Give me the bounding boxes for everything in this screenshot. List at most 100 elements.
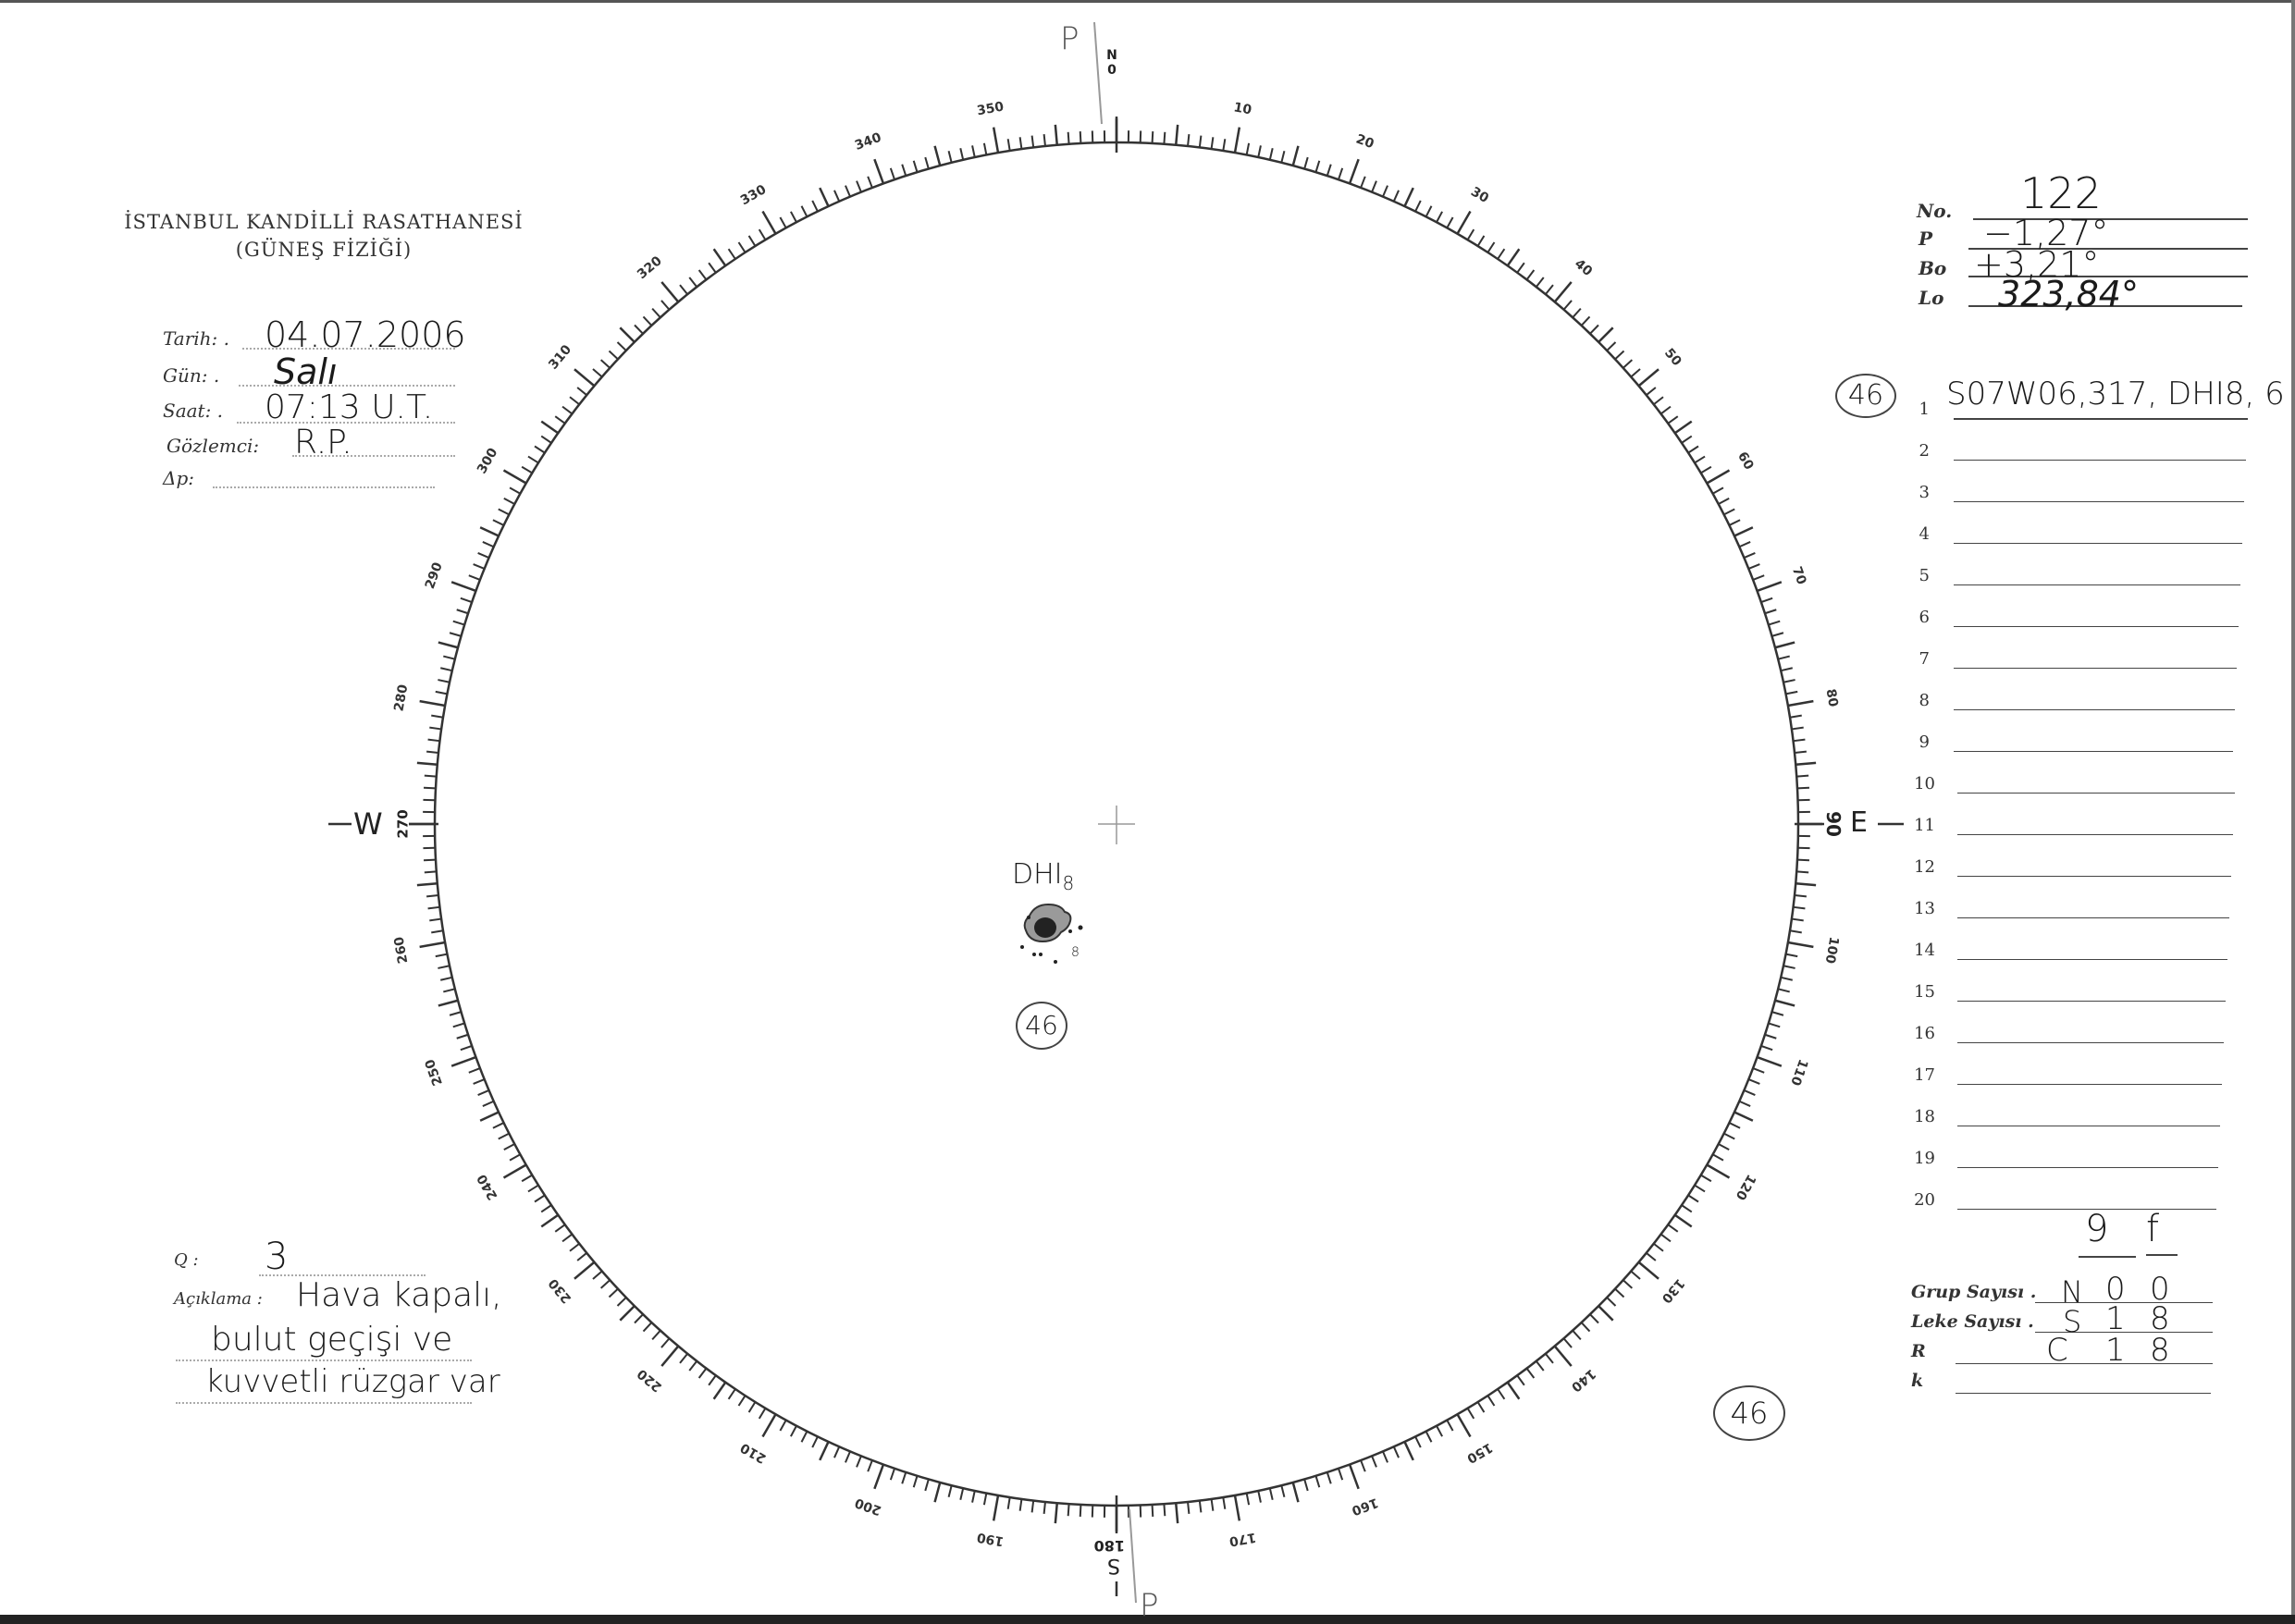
degree-tick bbox=[737, 1395, 746, 1407]
degree-tick bbox=[492, 1122, 505, 1129]
degree-tick bbox=[423, 786, 437, 790]
degree-tick bbox=[1280, 151, 1286, 164]
degree-tick bbox=[947, 1484, 953, 1497]
degree-tick bbox=[1414, 200, 1422, 213]
degree-tick bbox=[679, 284, 688, 295]
date-value[interactable]: 04.07.2006 bbox=[265, 314, 466, 355]
degree-tick bbox=[1487, 241, 1496, 253]
degree-tick bbox=[651, 1330, 661, 1341]
bo-value[interactable]: +3,21° bbox=[1974, 244, 2100, 285]
degree-tick bbox=[1768, 620, 1781, 626]
degree-tick bbox=[1774, 999, 1795, 1007]
spot-count-label: Leke Sayısı . bbox=[1911, 1311, 2034, 1332]
degree-label: 50 bbox=[1661, 346, 1684, 369]
degree-tick bbox=[1783, 679, 1795, 683]
degree-tick bbox=[901, 1471, 907, 1484]
degree-tick bbox=[1545, 284, 1554, 295]
degree-tick bbox=[1476, 235, 1486, 247]
degree-tick bbox=[1257, 1490, 1262, 1503]
degree-tick bbox=[1280, 1484, 1286, 1497]
degree-tick bbox=[737, 241, 746, 253]
scan-border-right bbox=[2291, 0, 2295, 1624]
group-line-number: 10 bbox=[1914, 774, 1935, 794]
degree-tick bbox=[1768, 1022, 1781, 1028]
degree-tick bbox=[1660, 1233, 1672, 1243]
p-axis-line-bottom bbox=[1129, 1508, 1137, 1604]
degree-tick bbox=[1718, 1143, 1730, 1150]
degree-tick bbox=[1043, 134, 1046, 147]
degree-label: 220 bbox=[635, 1366, 665, 1395]
lo-value[interactable]: 323,84° bbox=[1998, 274, 2139, 314]
degree-tick bbox=[1752, 574, 1765, 581]
degree-tick bbox=[1054, 1503, 1059, 1524]
sunspot-group-46[interactable] bbox=[1020, 903, 1083, 964]
group-line-number: 19 bbox=[1914, 1149, 1935, 1168]
group-line-number: 20 bbox=[1914, 1190, 1935, 1210]
degree-tick bbox=[424, 774, 437, 778]
degree-tick bbox=[867, 1459, 873, 1472]
degree-tick bbox=[439, 976, 453, 981]
bo-label: Bo bbox=[1919, 257, 1947, 279]
degree-tick bbox=[697, 1367, 708, 1379]
degree-tick bbox=[697, 269, 708, 281]
spot-count-g[interactable]: 1 bbox=[2105, 1300, 2126, 1337]
degree-label: 80 bbox=[1823, 688, 1841, 708]
time-value[interactable]: 07:13 U.T. bbox=[265, 388, 434, 426]
degree-label: 260 bbox=[391, 935, 411, 965]
delta-p-label: Δp: bbox=[163, 467, 194, 489]
degree-label: 70 bbox=[1789, 565, 1809, 587]
degree-tick bbox=[845, 1451, 851, 1463]
group-number-on-disk[interactable]: 46 bbox=[1016, 1002, 1067, 1050]
degree-label: 230 bbox=[546, 1275, 574, 1306]
observer-value[interactable]: R.P. bbox=[294, 424, 352, 461]
day-value[interactable]: Salı bbox=[274, 351, 338, 392]
degree-tick bbox=[1752, 1067, 1765, 1074]
q-value[interactable]: 3 bbox=[265, 1236, 289, 1278]
remarks-line-3[interactable]: kuvvetli rüzgar var bbox=[205, 1363, 500, 1400]
group-count-g[interactable]: 0 bbox=[2105, 1271, 2126, 1308]
spot-count-f[interactable]: 8 bbox=[2150, 1300, 2170, 1337]
group-line-entry[interactable]: S07W06,317, DHI8, 6 bbox=[1946, 375, 2285, 412]
degree-tick bbox=[1174, 1503, 1179, 1524]
degree-label: 170 bbox=[1228, 1530, 1257, 1549]
time-field-line bbox=[237, 422, 455, 424]
south-letter: S bbox=[1107, 1554, 1120, 1577]
degree-tick bbox=[576, 387, 587, 396]
degree-tick bbox=[527, 1184, 539, 1193]
degree-tick bbox=[460, 597, 473, 604]
r-value-g[interactable]: 1 bbox=[2105, 1332, 2126, 1369]
degree-tick bbox=[468, 574, 481, 581]
date-field-line bbox=[242, 348, 455, 350]
degree-tick bbox=[1712, 1153, 1724, 1162]
degree-tick bbox=[1791, 917, 1804, 922]
no-value[interactable]: 122 bbox=[2020, 168, 2102, 218]
degree-tick bbox=[1497, 248, 1506, 260]
group-line-rule bbox=[1954, 668, 2237, 669]
group-line-rule bbox=[1957, 1001, 2226, 1002]
group-count-f[interactable]: 0 bbox=[2150, 1271, 2170, 1308]
degree-tick bbox=[1687, 445, 1699, 454]
degree-tick bbox=[1780, 667, 1794, 672]
degree-tick bbox=[1446, 216, 1454, 228]
degree-tick bbox=[712, 248, 727, 267]
degree-tick bbox=[1785, 953, 1798, 958]
degree-tick bbox=[1614, 1287, 1625, 1298]
degree-tick bbox=[574, 368, 596, 388]
p-value[interactable]: −1,27° bbox=[1983, 213, 2109, 253]
degree-tick bbox=[1747, 563, 1760, 570]
group-line-number: 5 bbox=[1919, 566, 1930, 585]
degree-tick bbox=[1360, 176, 1366, 189]
remarks-line-1[interactable]: Hava kapalı, bbox=[296, 1276, 502, 1314]
degree-tick bbox=[1466, 228, 1475, 240]
degree-tick bbox=[1466, 1408, 1475, 1420]
degree-tick bbox=[1780, 976, 1794, 981]
degree-tick bbox=[616, 1297, 627, 1307]
degree-tick bbox=[1653, 396, 1664, 406]
degree-label: 350 bbox=[976, 99, 1006, 118]
k-label: k bbox=[1911, 1371, 1924, 1391]
degree-tick bbox=[431, 929, 444, 934]
degree-tick bbox=[1653, 1242, 1664, 1252]
remarks-line-2[interactable]: bulut geçişi ve bbox=[211, 1321, 453, 1359]
degree-tick bbox=[1723, 508, 1735, 516]
r-value-f[interactable]: 8 bbox=[2150, 1332, 2170, 1369]
